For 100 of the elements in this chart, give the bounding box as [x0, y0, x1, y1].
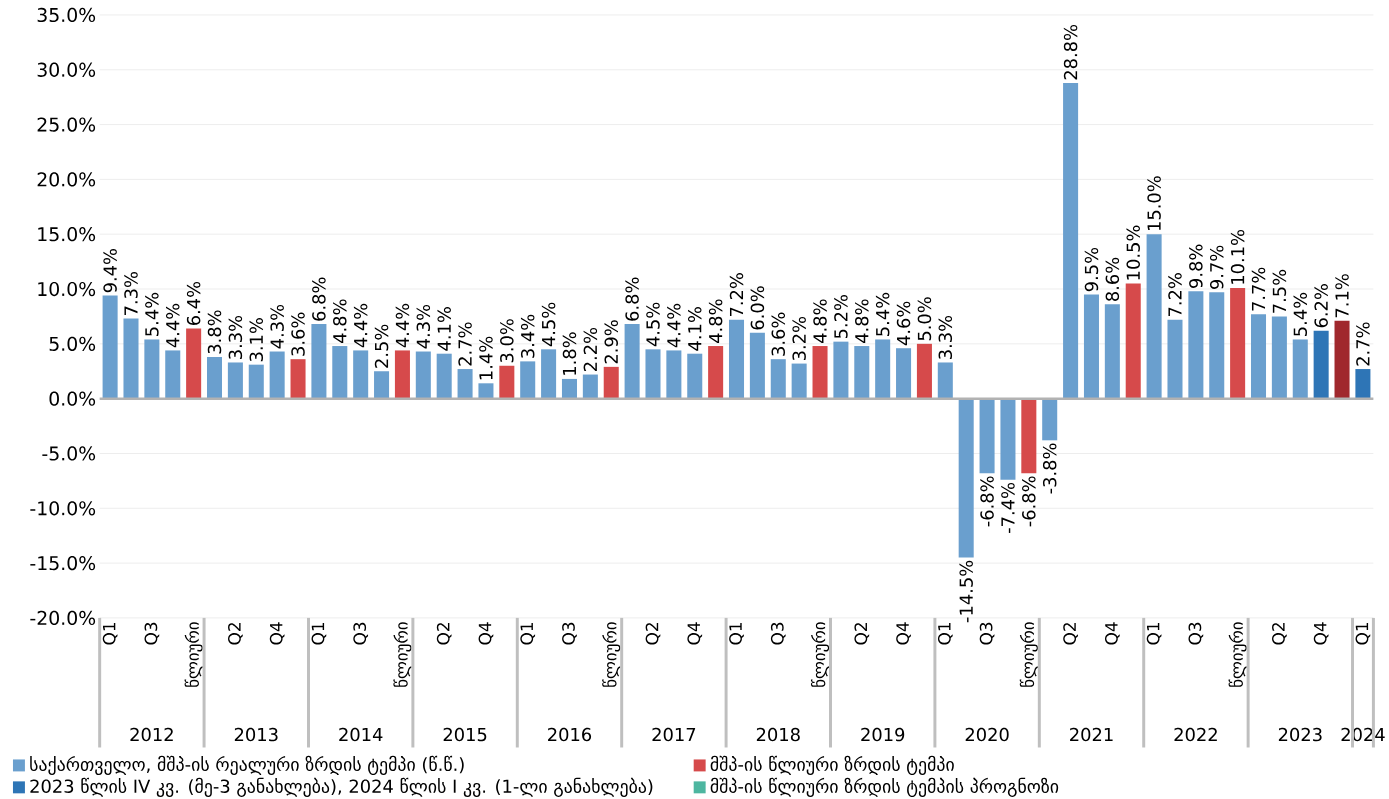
y-tick-label: -5.0% — [42, 446, 96, 461]
bar — [1292, 339, 1308, 399]
data-label: 2.5% — [374, 324, 389, 368]
x-tick-label: Q2 — [436, 622, 452, 645]
bar — [728, 319, 745, 399]
bar — [812, 345, 828, 399]
bar — [499, 365, 515, 399]
data-label: 4.1% — [687, 306, 702, 351]
data-label: 4.8% — [855, 299, 869, 343]
bar — [1250, 314, 1267, 399]
x-tick-label: Q4 — [687, 622, 703, 645]
x-tick-label: Q1 — [311, 622, 327, 645]
data-label: 4.8% — [333, 299, 347, 343]
x-tick-label: Q3 — [979, 622, 995, 645]
data-label: 10.5% — [1126, 225, 1140, 280]
x-tick-label: წლიური — [1228, 622, 1247, 687]
bar — [1334, 320, 1350, 399]
bar — [582, 374, 598, 399]
x-tick-label: Q2 — [228, 622, 243, 645]
bar — [248, 364, 264, 399]
x-tick-label: Q3 — [353, 622, 369, 645]
y-tick-label: -10.0% — [30, 501, 96, 516]
bar — [1271, 316, 1287, 399]
text: 2021 — [1070, 727, 1113, 742]
x-tick-label: Q2 — [854, 622, 870, 645]
bar — [854, 345, 870, 399]
data-label: 3.1% — [249, 317, 264, 361]
x-tick-label: Q4 — [1313, 622, 1329, 645]
text: 2019 — [861, 727, 905, 742]
data-label: -14.5% — [959, 560, 973, 622]
x-tick-label: Q3 — [562, 622, 577, 645]
bar — [1104, 304, 1120, 399]
bar — [102, 295, 118, 399]
bar — [875, 339, 891, 399]
data-label: 4.8% — [813, 299, 827, 343]
data-label: 4.4% — [353, 303, 368, 348]
x-tick-label: წლიური — [393, 622, 412, 687]
y-tick-label: 5.0% — [49, 336, 96, 351]
bar — [1146, 234, 1162, 399]
bar — [916, 343, 932, 399]
text: 2013 — [234, 727, 278, 742]
x-tick-label: Q3 — [770, 622, 786, 645]
data-label: 4.5% — [541, 302, 556, 347]
x-tick-label: წლიური — [602, 622, 621, 687]
legend-label: მშპ-ის წლიური ზრდის ტემპი — [710, 755, 954, 775]
text: 2022 — [1174, 727, 1217, 742]
y-tick-label: -15.0% — [30, 555, 96, 571]
data-label: 5.2% — [834, 294, 848, 338]
bar — [374, 371, 390, 399]
text: 2015 — [443, 727, 487, 742]
bar — [478, 383, 494, 399]
y-tick-label: 10.0% — [38, 281, 96, 296]
data-label: 5.4% — [145, 292, 159, 336]
x-tick-label: Q2 — [1063, 622, 1078, 645]
data-label: 15.0% — [1147, 176, 1161, 230]
bar — [1355, 368, 1371, 399]
text: 2018 — [756, 727, 800, 742]
bar — [1042, 398, 1058, 441]
data-label: 6.4% — [186, 281, 201, 325]
y-tick-label: 0.0% — [49, 391, 96, 406]
y-tick-label: 25.0% — [37, 117, 96, 132]
x-tick-label: Q4 — [1104, 622, 1120, 645]
x-tick-label: Q1 — [729, 622, 744, 645]
bar — [1021, 398, 1037, 474]
bar — [269, 351, 285, 399]
x-tick-label: Q2 — [645, 622, 661, 645]
x-tick-label: Q1 — [1355, 622, 1371, 645]
data-label: 4.4% — [165, 303, 180, 348]
data-label: 4.1% — [437, 306, 451, 351]
x-tick-label: Q4 — [269, 622, 285, 645]
data-label: 4.4% — [667, 303, 681, 348]
data-label: 5.0% — [917, 297, 932, 341]
bar — [1125, 283, 1141, 399]
data-label: 7.2% — [729, 272, 744, 316]
data-label: 4.4% — [395, 303, 410, 348]
x-tick-label: Q1 — [1146, 622, 1162, 645]
data-label: -6.8% — [1022, 476, 1036, 527]
data-label: 9.4% — [103, 248, 117, 293]
data-label: -3.8% — [1042, 443, 1057, 494]
bar — [833, 341, 849, 399]
data-label: 7.7% — [1251, 267, 1266, 311]
bar — [770, 359, 786, 399]
data-label: 3.3% — [938, 315, 953, 359]
data-label: 10.1% — [1230, 229, 1245, 284]
data-label: 7.1% — [1335, 274, 1349, 318]
data-label: 1.4% — [479, 336, 493, 379]
bar — [227, 362, 243, 399]
bar — [165, 350, 181, 399]
data-label: 3.2% — [792, 316, 806, 360]
legend-label: საქართველო, მშპ-ის რეალური ზრდის ტემპი (წ.წ.) — [30, 755, 464, 775]
data-label: 3.8% — [207, 310, 222, 354]
y-tick-label: 30.0% — [37, 62, 96, 77]
data-label: 5.4% — [875, 292, 890, 336]
x-tick-label: Q3 — [1188, 622, 1204, 645]
data-label: 28.8% — [1063, 24, 1078, 80]
bar — [1167, 319, 1183, 399]
data-label: 3.4% — [520, 314, 535, 358]
bar — [332, 345, 348, 399]
bar — [1063, 82, 1079, 399]
bar — [791, 363, 807, 399]
